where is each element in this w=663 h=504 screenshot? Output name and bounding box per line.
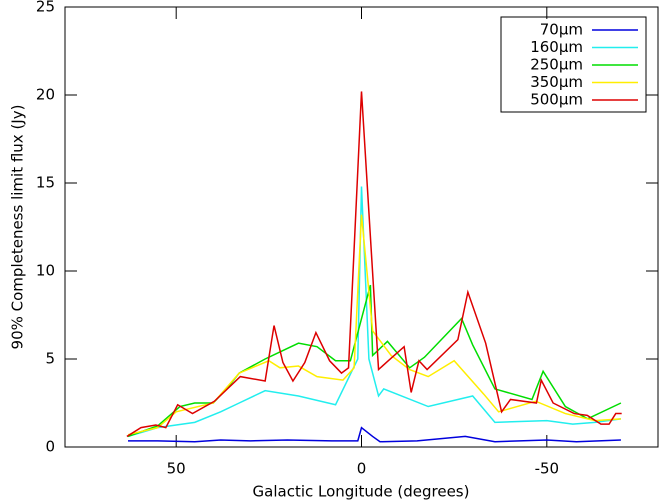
series-line (128, 426, 621, 443)
legend-label: 250µm (530, 56, 583, 74)
legend-label: 70µm (540, 21, 583, 39)
x-axis-label: Galactic Longitude (degrees) (253, 483, 470, 501)
y-tick-label: 0 (45, 438, 55, 456)
x-tick-label: 0 (357, 460, 367, 478)
y-tick-label: 5 (45, 350, 55, 368)
legend-label: 160µm (530, 38, 583, 56)
x-tick-label: -50 (535, 460, 560, 478)
series-line (126, 91, 622, 438)
y-tick-label: 10 (36, 262, 55, 280)
x-tick-label: 50 (167, 460, 186, 478)
y-tick-label: 25 (36, 0, 55, 16)
legend-box (500, 16, 647, 113)
y-tick-label: 20 (36, 86, 55, 104)
y-axis-label: 90% Completeness limit flux (Jy) (9, 105, 27, 350)
y-tick-label: 15 (36, 174, 55, 192)
legend-label: 500µm (530, 91, 583, 109)
series-line (127, 186, 622, 438)
series-line (127, 214, 621, 436)
legend-label: 350µm (530, 73, 583, 91)
